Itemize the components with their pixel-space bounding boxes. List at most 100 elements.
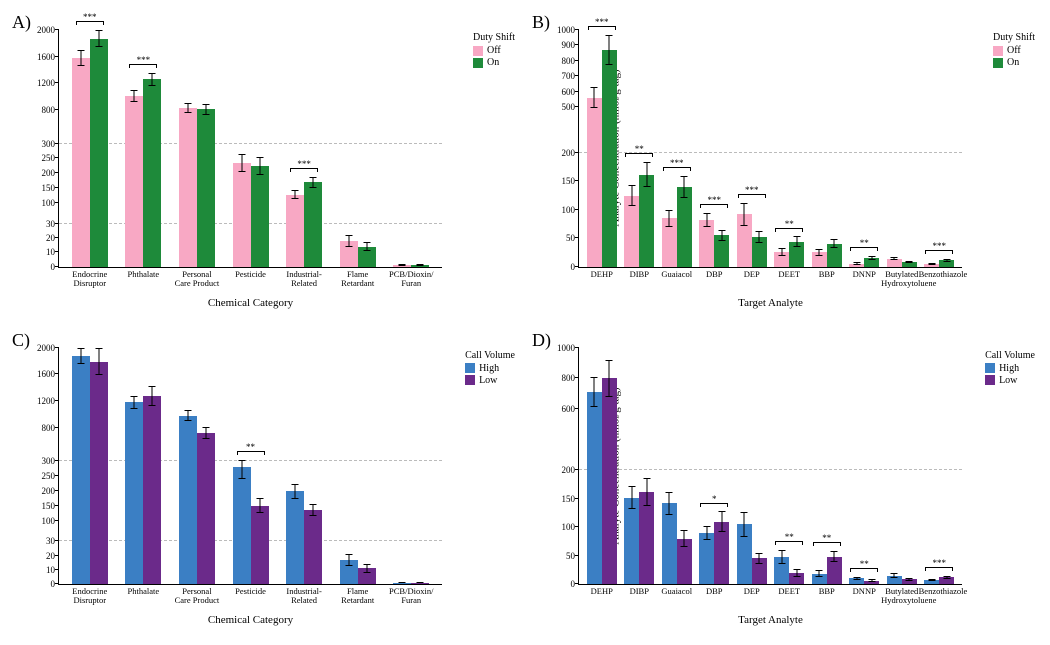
bar-group: PCB/Dioxin/Furan — [384, 348, 438, 585]
bar-wrap — [304, 30, 322, 267]
category-label: Benzothiazole — [919, 587, 960, 596]
legend-title: Duty Shift — [993, 32, 1035, 43]
ytick-label: 200 — [42, 168, 60, 178]
significance-marker: ** — [237, 443, 265, 455]
ytick-label: 200 — [562, 465, 580, 475]
sig-stars: ** — [813, 534, 841, 542]
ytick-label: 0 — [51, 262, 60, 272]
bar — [602, 378, 617, 584]
sig-stars: ** — [625, 145, 653, 153]
panel-c: C)Category Concentration (nmol/tag)Chemi… — [10, 328, 520, 636]
bar-wrap — [197, 348, 215, 585]
bar-pair — [883, 30, 921, 267]
ytick-label: 250 — [42, 471, 60, 481]
bar-pair: ** — [224, 348, 278, 585]
ytick-label: 1600 — [37, 369, 59, 379]
bar — [587, 392, 602, 584]
bar-group: ***EndocrineDisruptor — [63, 30, 117, 267]
bar-wrap — [677, 30, 692, 267]
bar — [197, 109, 215, 266]
ytick-label: 10 — [46, 247, 59, 257]
bar-wrap — [812, 348, 827, 585]
significance-marker: ** — [775, 533, 803, 545]
legend-title: Call Volume — [985, 350, 1035, 361]
error-bar — [205, 427, 206, 439]
significance-marker: ** — [850, 560, 878, 572]
error-bar — [856, 262, 857, 265]
category-label: DEP — [731, 587, 772, 596]
bar-wrap — [304, 348, 322, 585]
chart-area: Category Concentration (nmol/tag)Chemica… — [58, 348, 442, 586]
bar-pair: ** — [808, 348, 846, 585]
sig-stars: ** — [237, 443, 265, 451]
bar-wrap — [902, 30, 917, 267]
category-label: Guaiacol — [656, 587, 697, 596]
bar-pair — [883, 348, 921, 585]
bar — [251, 506, 269, 584]
sig-stars: *** — [76, 13, 104, 21]
significance-marker: *** — [700, 196, 728, 208]
ytick-label: 1200 — [37, 396, 59, 406]
bar-group: *DBP — [696, 348, 734, 585]
significance-marker: *** — [290, 160, 318, 172]
bar-pair: *** — [921, 30, 959, 267]
bar-group: FlameRetardant — [331, 30, 385, 267]
legend-item: Off — [473, 45, 515, 56]
bar-group: DEP — [733, 348, 771, 585]
ytick-label: 100 — [42, 516, 60, 526]
ytick-label: 30 — [46, 219, 59, 229]
bar — [197, 433, 215, 584]
category-label: FlameRetardant — [328, 587, 387, 606]
bar-wrap — [179, 348, 197, 585]
ytick-label: 600 — [562, 404, 580, 414]
category-label: EndocrineDisruptor — [60, 270, 119, 289]
bar-pair — [331, 348, 385, 585]
legend-swatch — [993, 58, 1003, 68]
ytick-label: 150 — [562, 176, 580, 186]
error-bar — [796, 569, 797, 577]
error-bar — [366, 242, 367, 251]
bar-group: ***DEHP — [583, 30, 621, 267]
error-bar — [819, 570, 820, 577]
bar-group: ***Guaiacol — [658, 30, 696, 267]
bar — [72, 356, 90, 584]
bar-pair: ** — [846, 30, 884, 267]
panel-a: A)Category Concentration (nmol/tag)Chemi… — [10, 10, 520, 318]
bar-group: **DEET — [771, 348, 809, 585]
legend-item: Low — [985, 375, 1035, 386]
ytick-label: 800 — [562, 373, 580, 383]
legend-item: High — [465, 363, 515, 374]
bar-wrap — [411, 348, 429, 585]
significance-marker: *** — [663, 159, 691, 171]
error-bar — [205, 104, 206, 115]
bar — [143, 396, 161, 584]
bar-wrap — [699, 30, 714, 267]
error-bar — [909, 578, 910, 581]
bar-group: ***DBP — [696, 30, 734, 267]
category-label: DEET — [769, 270, 810, 279]
significance-marker: *** — [738, 186, 766, 198]
sig-stars: *** — [588, 18, 616, 26]
ytick-label: 100 — [562, 522, 580, 532]
bar-wrap — [924, 30, 939, 267]
error-bar — [420, 582, 421, 583]
error-bar — [80, 348, 81, 365]
bar-pair — [384, 348, 438, 585]
bar-pair: ** — [621, 30, 659, 267]
ytick-label: 1000 — [557, 25, 579, 35]
ytick-label: 300 — [42, 456, 60, 466]
bar — [251, 166, 269, 267]
category-label: DBP — [694, 587, 735, 596]
sig-stars: ** — [850, 239, 878, 247]
error-bar — [684, 530, 685, 547]
bar-pair — [658, 348, 696, 585]
category-label: Pesticide — [221, 587, 280, 596]
error-bar — [706, 213, 707, 227]
bar-pair: *** — [921, 348, 959, 585]
error-bar — [187, 103, 188, 114]
bar-wrap — [887, 348, 902, 585]
significance-marker: *** — [129, 56, 157, 68]
bars-region: ***EndocrineDisruptor***PhthalatePersona… — [59, 30, 442, 267]
legend-label: On — [487, 57, 499, 68]
bar-pair — [583, 348, 621, 585]
